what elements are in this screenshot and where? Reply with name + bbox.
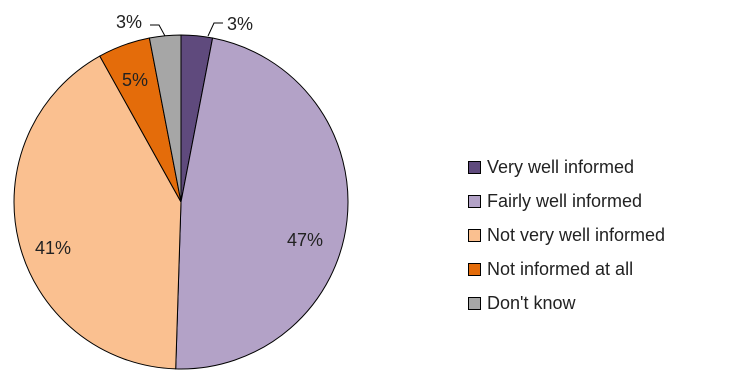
legend-label: Not very well informed: [487, 225, 665, 246]
data-label-very-well-informed: 3%: [227, 14, 253, 34]
legend-label: Fairly well informed: [487, 191, 642, 212]
legend-label: Not informed at all: [487, 259, 633, 280]
legend-swatch: [468, 263, 481, 276]
legend-item-not-informed-at-all: Not informed at all: [468, 252, 665, 286]
legend-swatch: [468, 195, 481, 208]
leader-lines: [150, 23, 223, 36]
legend: Very well informed Fairly well informed …: [468, 150, 665, 320]
legend-item-very-well-informed: Very well informed: [468, 150, 665, 184]
leader-line-dont-know: [150, 25, 165, 36]
legend-label: Don't know: [487, 293, 575, 314]
legend-swatch: [468, 161, 481, 174]
legend-label: Very well informed: [487, 157, 634, 178]
data-label-fairly-well-informed: 47%: [287, 230, 323, 250]
pie-slices: [14, 35, 348, 369]
data-label-not-very-well-informed: 41%: [35, 238, 71, 258]
data-label-not-informed-at-all: 5%: [122, 70, 148, 90]
legend-swatch: [468, 229, 481, 242]
legend-item-fairly-well-informed: Fairly well informed: [468, 184, 665, 218]
data-label-dont-know: 3%: [116, 12, 142, 32]
legend-swatch: [468, 297, 481, 310]
legend-item-dont-know: Don't know: [468, 286, 665, 320]
legend-item-not-very-well-informed: Not very well informed: [468, 218, 665, 252]
leader-line-very-well-informed: [208, 23, 223, 36]
